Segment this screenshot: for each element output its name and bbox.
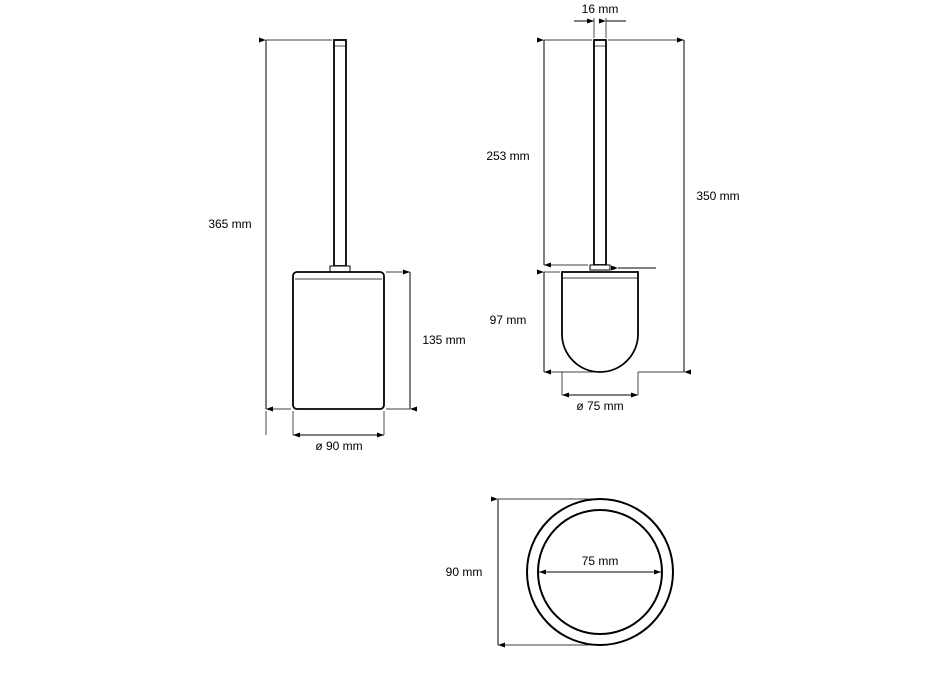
dim-handle-253: 253 mm: [486, 40, 592, 265]
brush-head: [562, 272, 638, 372]
brush-collar: [590, 265, 610, 270]
holder-body: [293, 272, 384, 409]
handle-rod: [334, 40, 346, 266]
dim-label-350: 350 mm: [696, 189, 739, 203]
view-assembled-side: 365 mm 135 mm ø 90 mm: [208, 40, 465, 453]
dim-label-inner-75: 75 mm: [582, 554, 619, 568]
dim-label-d75: ø 75 mm: [576, 399, 623, 413]
dim-label-97: 97 mm: [490, 313, 527, 327]
dim-label-253: 253 mm: [486, 149, 529, 163]
technical-drawing: 365 mm 135 mm ø 90 mm: [0, 0, 928, 686]
brush-handle-rod: [594, 40, 606, 265]
dim-handle-16: 16 mm: [574, 2, 626, 38]
dim-head-dia-75: ø 75 mm: [562, 372, 638, 413]
view-top-plan: 75 mm 90 mm: [446, 499, 673, 645]
dim-label-365: 365 mm: [208, 217, 251, 231]
view-brush-side: 16 mm 253 mm 350 mm 97 mm: [486, 2, 739, 413]
dim-inner-75: 75 mm: [539, 554, 661, 572]
dim-label-135: 135 mm: [422, 333, 465, 347]
dim-holder-dia-90: ø 90 mm: [266, 411, 384, 453]
dim-label-d90: ø 90 mm: [315, 439, 362, 453]
dim-label-outer-90: 90 mm: [446, 565, 483, 579]
collar-pin: [613, 267, 615, 269]
dim-label-16: 16 mm: [582, 2, 619, 16]
dim-holder-135: 135 mm: [386, 272, 466, 409]
